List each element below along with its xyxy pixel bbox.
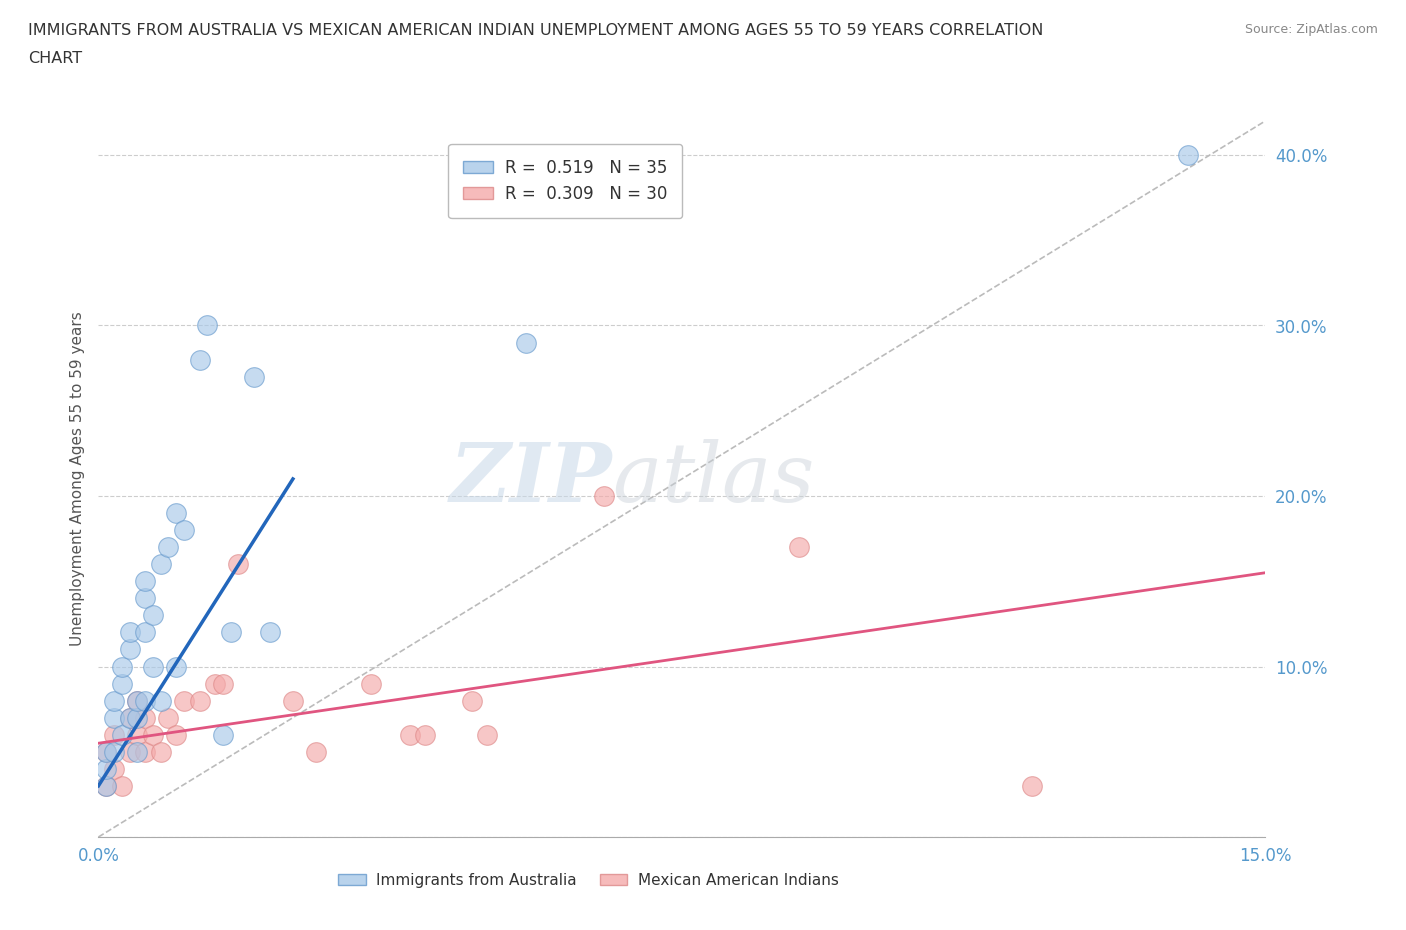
Point	[142, 659, 165, 674]
Point	[103, 744, 125, 759]
Point	[398, 727, 420, 742]
Point	[118, 744, 141, 759]
Point	[188, 352, 211, 367]
Point	[149, 693, 172, 708]
Point	[281, 693, 304, 708]
Point	[165, 506, 187, 521]
Point	[96, 744, 118, 759]
Point	[134, 693, 156, 708]
Point	[96, 744, 118, 759]
Point	[204, 676, 226, 691]
Point	[134, 744, 156, 759]
Point	[127, 693, 149, 708]
Point	[173, 523, 195, 538]
Text: CHART: CHART	[28, 51, 82, 66]
Point	[103, 727, 125, 742]
Point	[103, 711, 125, 725]
Point	[118, 642, 141, 657]
Text: IMMIGRANTS FROM AUSTRALIA VS MEXICAN AMERICAN INDIAN UNEMPLOYMENT AMONG AGES 55 : IMMIGRANTS FROM AUSTRALIA VS MEXICAN AME…	[28, 23, 1043, 38]
Y-axis label: Unemployment Among Ages 55 to 59 years: Unemployment Among Ages 55 to 59 years	[69, 312, 84, 646]
Text: atlas: atlas	[612, 439, 814, 519]
Point	[461, 693, 484, 708]
Legend: Immigrants from Australia, Mexican American Indians: Immigrants from Australia, Mexican Ameri…	[332, 867, 845, 894]
Point	[259, 625, 281, 640]
Point	[127, 727, 149, 742]
Point	[111, 659, 134, 674]
Point	[111, 727, 134, 742]
Point	[165, 727, 187, 742]
Point	[195, 318, 218, 333]
Point	[219, 625, 242, 640]
Point	[96, 762, 118, 777]
Point	[157, 711, 180, 725]
Point	[118, 625, 141, 640]
Point	[149, 557, 172, 572]
Point	[134, 574, 156, 589]
Point	[134, 711, 156, 725]
Point	[787, 539, 810, 554]
Point	[1021, 778, 1043, 793]
Point	[96, 778, 118, 793]
Point	[593, 488, 616, 503]
Point	[188, 693, 211, 708]
Point	[173, 693, 195, 708]
Point	[243, 369, 266, 384]
Point	[118, 711, 141, 725]
Point	[515, 335, 537, 350]
Point	[111, 778, 134, 793]
Point	[165, 659, 187, 674]
Point	[111, 676, 134, 691]
Point	[413, 727, 436, 742]
Point	[127, 693, 149, 708]
Point	[127, 744, 149, 759]
Point	[212, 676, 235, 691]
Point	[305, 744, 328, 759]
Point	[1177, 148, 1199, 163]
Point	[134, 591, 156, 605]
Point	[142, 727, 165, 742]
Point	[142, 608, 165, 623]
Point	[157, 539, 180, 554]
Point	[134, 625, 156, 640]
Point	[360, 676, 382, 691]
Point	[212, 727, 235, 742]
Point	[228, 557, 250, 572]
Point	[127, 711, 149, 725]
Point	[103, 693, 125, 708]
Text: ZIP: ZIP	[450, 439, 612, 519]
Text: Source: ZipAtlas.com: Source: ZipAtlas.com	[1244, 23, 1378, 36]
Point	[103, 762, 125, 777]
Point	[149, 744, 172, 759]
Point	[477, 727, 499, 742]
Point	[118, 711, 141, 725]
Point	[96, 778, 118, 793]
